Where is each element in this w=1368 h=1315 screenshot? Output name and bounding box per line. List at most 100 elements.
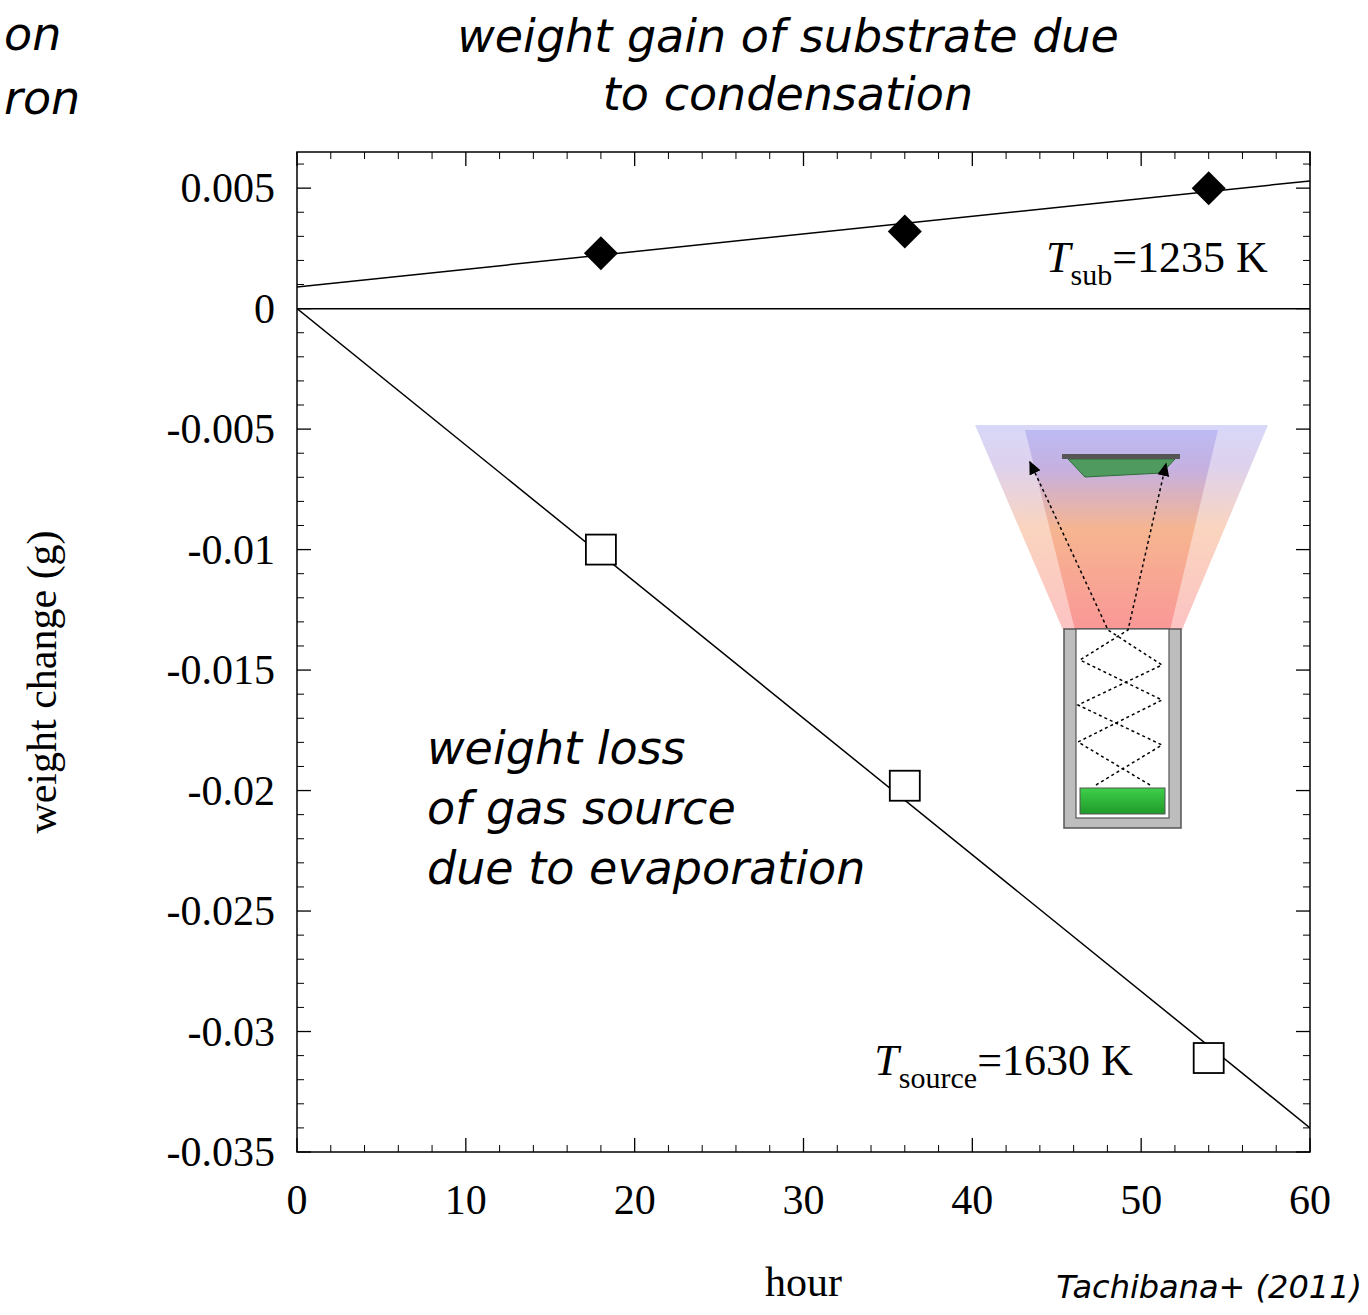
- molecule-path: [1078, 464, 1166, 785]
- y-minor-tick: [297, 212, 304, 213]
- diamond-marker: [888, 215, 922, 249]
- y-minor-tick: [297, 597, 304, 598]
- x-minor-tick: [1107, 152, 1108, 159]
- x-minor-tick: [904, 152, 905, 159]
- y-tick-label: -0.01: [188, 527, 276, 573]
- vapor-cone-inner: [1025, 430, 1218, 630]
- molecule-path: [1030, 462, 1162, 785]
- x-tick-top: [634, 152, 635, 166]
- square-marker: [586, 535, 616, 565]
- y-minor-tick: [297, 525, 304, 526]
- x-tick: [803, 1138, 804, 1152]
- x-minor-tick: [735, 152, 736, 159]
- x-minor-tick: [1208, 1145, 1209, 1152]
- y-minor-tick: [1303, 886, 1310, 887]
- annotation: weight loss: [427, 721, 686, 775]
- y-minor-tick: [297, 935, 304, 936]
- y-minor-tick: [1303, 164, 1310, 165]
- x-tick: [296, 1138, 297, 1152]
- x-minor-tick: [499, 1145, 500, 1152]
- x-minor-tick: [432, 152, 433, 159]
- y-minor-tick: [1303, 284, 1310, 285]
- x-minor-tick: [904, 1145, 905, 1152]
- x-minor-tick: [837, 1145, 838, 1152]
- y-minor-tick: [1303, 766, 1310, 767]
- slide-fragment: on: [4, 7, 61, 61]
- y-minor-tick: [297, 645, 304, 646]
- y-tick-right: [1296, 910, 1310, 911]
- y-minor-tick: [1303, 959, 1310, 960]
- y-tick: [297, 910, 311, 911]
- y-minor-tick: [297, 1079, 304, 1080]
- y-minor-tick: [297, 862, 304, 863]
- annotation: Tsource=1630 K: [874, 1036, 1133, 1094]
- x-minor-tick: [1276, 1145, 1277, 1152]
- y-minor-tick: [297, 573, 304, 574]
- y-tick-label: 0: [254, 286, 275, 332]
- annotation-suffix: =1235 K: [1112, 233, 1268, 282]
- y-minor-tick: [1303, 1103, 1310, 1104]
- y-minor-tick: [1303, 260, 1310, 261]
- x-tick: [1309, 1138, 1310, 1152]
- x-minor-tick: [567, 152, 568, 159]
- x-minor-tick: [702, 1145, 703, 1152]
- x-minor-tick: [364, 152, 365, 159]
- x-minor-tick: [1039, 152, 1040, 159]
- x-tick: [634, 1138, 635, 1152]
- substrate: [1062, 454, 1180, 459]
- y-minor-tick: [1303, 525, 1310, 526]
- diamond-marker: [584, 236, 618, 270]
- y-axis-title: weight change (g): [19, 530, 66, 833]
- vapor-cone-outer: [975, 425, 1268, 630]
- y-minor-tick: [297, 814, 304, 815]
- x-minor-tick: [735, 1145, 736, 1152]
- x-tick-top: [465, 152, 466, 166]
- y-tick-right: [1296, 1031, 1310, 1032]
- y-minor-tick: [297, 380, 304, 381]
- y-minor-tick: [297, 332, 304, 333]
- y-minor-tick: [1303, 332, 1310, 333]
- y-minor-tick: [297, 1127, 304, 1128]
- y-minor-tick: [297, 164, 304, 165]
- y-minor-tick: [1303, 405, 1310, 406]
- y-minor-tick: [297, 236, 304, 237]
- x-minor-tick: [1208, 152, 1209, 159]
- diamond-marker: [1192, 171, 1226, 205]
- y-minor-tick: [1303, 718, 1310, 719]
- x-minor-tick: [702, 152, 703, 159]
- x-minor-tick: [769, 152, 770, 159]
- inset-diagram: [975, 425, 1268, 828]
- y-tick-label: -0.03: [188, 1009, 276, 1055]
- y-minor-tick: [1303, 1079, 1310, 1080]
- x-minor-tick: [567, 1145, 568, 1152]
- y-tick-right: [1296, 669, 1310, 670]
- x-tick-label: 10: [445, 1177, 487, 1223]
- y-minor-tick: [1303, 477, 1310, 478]
- x-minor-tick: [499, 152, 500, 159]
- x-minor-tick: [668, 152, 669, 159]
- x-minor-tick: [364, 1145, 365, 1152]
- y-tick: [297, 1031, 311, 1032]
- x-minor-tick: [533, 152, 534, 159]
- y-tick-right: [1296, 187, 1310, 188]
- x-minor-tick: [871, 1145, 872, 1152]
- y-tick: [297, 1151, 311, 1152]
- line: [297, 308, 1310, 310]
- x-tick-label: 20: [614, 1177, 656, 1223]
- y-minor-tick: [297, 983, 304, 984]
- y-minor-tick: [1303, 742, 1310, 743]
- chart: 0102030405060-0.035-0.03-0.025-0.02-0.01…: [0, 0, 1368, 1315]
- x-minor-tick: [1039, 1145, 1040, 1152]
- x-minor-tick: [533, 1145, 534, 1152]
- x-tick-top: [972, 152, 973, 166]
- y-minor-tick: [297, 886, 304, 887]
- x-minor-tick: [600, 152, 601, 159]
- y-minor-tick: [297, 718, 304, 719]
- y-minor-tick: [1303, 814, 1310, 815]
- y-tick-label: 0.005: [181, 165, 276, 211]
- x-minor-tick: [1174, 1145, 1175, 1152]
- y-minor-tick: [297, 694, 304, 695]
- x-minor-tick: [330, 152, 331, 159]
- y-tick: [297, 428, 311, 429]
- y-minor-tick: [1303, 1055, 1310, 1056]
